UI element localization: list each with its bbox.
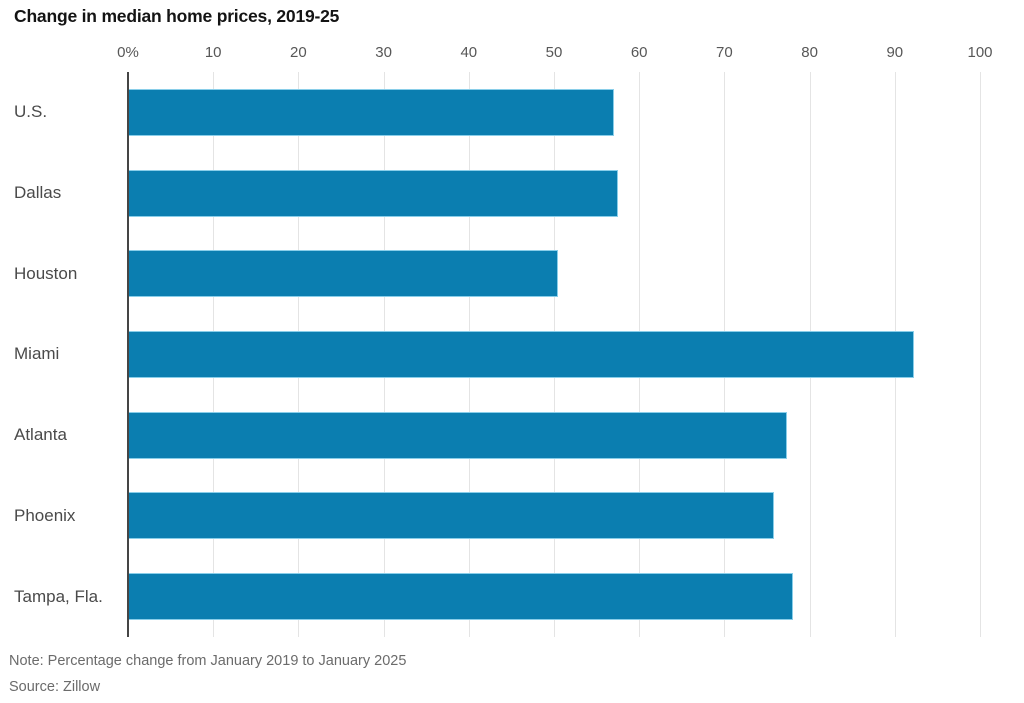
bar-atlanta — [128, 411, 787, 459]
bar-tampa-fla — [128, 573, 793, 621]
source: Source: Zillow — [9, 679, 101, 695]
gridline — [980, 72, 981, 637]
footnote: Note: Percentage change from January 201… — [9, 653, 407, 669]
x-axis-tick-labels: 0% 10 20 30 40 50 60 70 80 90 100 — [117, 44, 1008, 68]
x-axis-tick-label: 100 — [967, 44, 993, 61]
category-labels: U.S. Dallas Houston Miami Atlanta Phoenix Tamp… — [0, 72, 128, 637]
x-axis-tick-label: 10 — [204, 44, 222, 61]
bar-houston — [128, 250, 559, 298]
category-label: Atlanta — [14, 425, 67, 445]
x-axis-tick-label: 40 — [460, 44, 478, 61]
category-label: Miami — [14, 344, 60, 364]
bar-miami — [128, 331, 915, 378]
category-label: Tampa, Fla. — [14, 586, 103, 606]
bar-u-s — [128, 88, 614, 136]
category-label: U.S. — [14, 102, 48, 122]
category-label: Phoenix — [14, 505, 76, 525]
bar-dallas — [128, 169, 618, 217]
x-axis-tick-label: 80 — [801, 44, 818, 61]
plot-area — [127, 72, 1008, 637]
x-axis-tick-label: 0% — [117, 44, 139, 61]
x-axis-tick-label: 70 — [716, 44, 733, 61]
category-label: Dallas — [14, 183, 62, 203]
x-axis-tick-label: 60 — [630, 44, 648, 61]
y-axis-line — [127, 72, 129, 637]
x-axis-tick-label: 20 — [290, 44, 307, 61]
category-label: Houston — [14, 263, 78, 283]
bar-phoenix — [128, 492, 774, 540]
x-axis-tick-label: 90 — [886, 44, 904, 61]
x-axis-tick-label: 30 — [375, 44, 392, 61]
chart-title: Change in median home prices, 2019-25 — [14, 6, 340, 26]
x-axis-tick-label: 50 — [545, 44, 563, 61]
